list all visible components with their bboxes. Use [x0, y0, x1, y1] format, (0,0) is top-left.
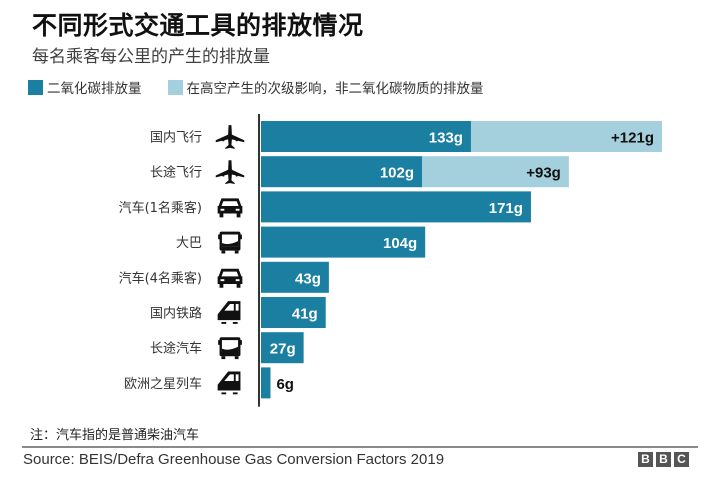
- data-label-non-co2: +121g: [611, 130, 654, 147]
- car-icon: [217, 268, 243, 288]
- bar-co2: [261, 367, 271, 399]
- category-label: 国内铁路: [150, 306, 202, 322]
- bbc-logo: B B C: [638, 452, 689, 467]
- source-text: Source: BEIS/Defra Greenhouse Gas Conver…: [23, 451, 445, 468]
- data-label-co2: 171g: [489, 200, 523, 217]
- train-icon: [217, 301, 241, 324]
- bbc-logo-letter: B: [638, 452, 653, 467]
- bar-co2: [261, 332, 304, 364]
- category-label: 欧洲之星列车: [124, 376, 202, 392]
- airplane-icon: [215, 125, 245, 149]
- bar-non-co2: [470, 121, 662, 152]
- legend-swatch-non-co2: [167, 79, 183, 95]
- bar-co2: [261, 191, 531, 223]
- legend-label-non-co2: 在高空产生的次级影响，非二氧化碳物质的排放量: [186, 81, 484, 97]
- bar-chart: 国内飞行 133g +121g 长途飞行 102g +93g 汽车(1名乘客) 171g 大巴 1…: [119, 114, 662, 407]
- chart-subtitle: 每名乘客每公里的产生的排放量: [32, 47, 270, 67]
- car-icon: [217, 198, 243, 218]
- category-label: 长途飞行: [150, 165, 202, 181]
- legend-label-co2: 二氧化碳排放量: [47, 81, 142, 97]
- bar-co2: [261, 226, 426, 258]
- legend-item-co2: 二氧化碳排放量: [28, 77, 142, 97]
- bar-co2: [261, 121, 471, 152]
- category-label: 长途汽车: [150, 341, 202, 357]
- bar-co2: [261, 297, 326, 328]
- bar-co2: [261, 261, 329, 293]
- category-label: 汽车(1名乘客): [119, 200, 202, 216]
- legend-swatch-co2: [28, 79, 43, 95]
- data-label-co2: 6g: [276, 376, 294, 393]
- airplane-icon: [215, 160, 245, 185]
- footer-divider: [22, 446, 698, 448]
- category-label: 国内飞行: [150, 130, 202, 146]
- data-label-co2: 133g: [429, 130, 463, 147]
- legend: 二氧化碳排放量 在高空产生的次级影响，非二氧化碳物质的排放量: [28, 77, 510, 97]
- data-label-co2: 41g: [292, 306, 318, 323]
- train-icon: [217, 371, 241, 395]
- data-label-co2: 104g: [383, 235, 417, 252]
- bbc-logo-letter: B: [656, 452, 671, 467]
- coach-icon: [218, 337, 242, 360]
- data-label-co2: 102g: [380, 165, 414, 182]
- category-label: 汽车(4名乘客): [119, 270, 202, 286]
- bus-icon: [218, 231, 242, 254]
- data-label-co2: 43g: [295, 270, 321, 287]
- bar-non-co2: [422, 156, 569, 188]
- chart-title: 不同形式交通工具的排放情况: [32, 11, 364, 40]
- category-label: 大巴: [176, 236, 202, 251]
- bar-co2: [261, 156, 423, 188]
- footnote: 注：汽车指的是普通柴油汽车: [30, 428, 200, 443]
- legend-item-non-co2: 在高空产生的次级影响，非二氧化碳物质的排放量: [167, 77, 484, 97]
- data-label-co2: 27g: [270, 341, 296, 358]
- bbc-logo-letter: C: [674, 452, 689, 467]
- data-label-non-co2: +93g: [526, 165, 561, 182]
